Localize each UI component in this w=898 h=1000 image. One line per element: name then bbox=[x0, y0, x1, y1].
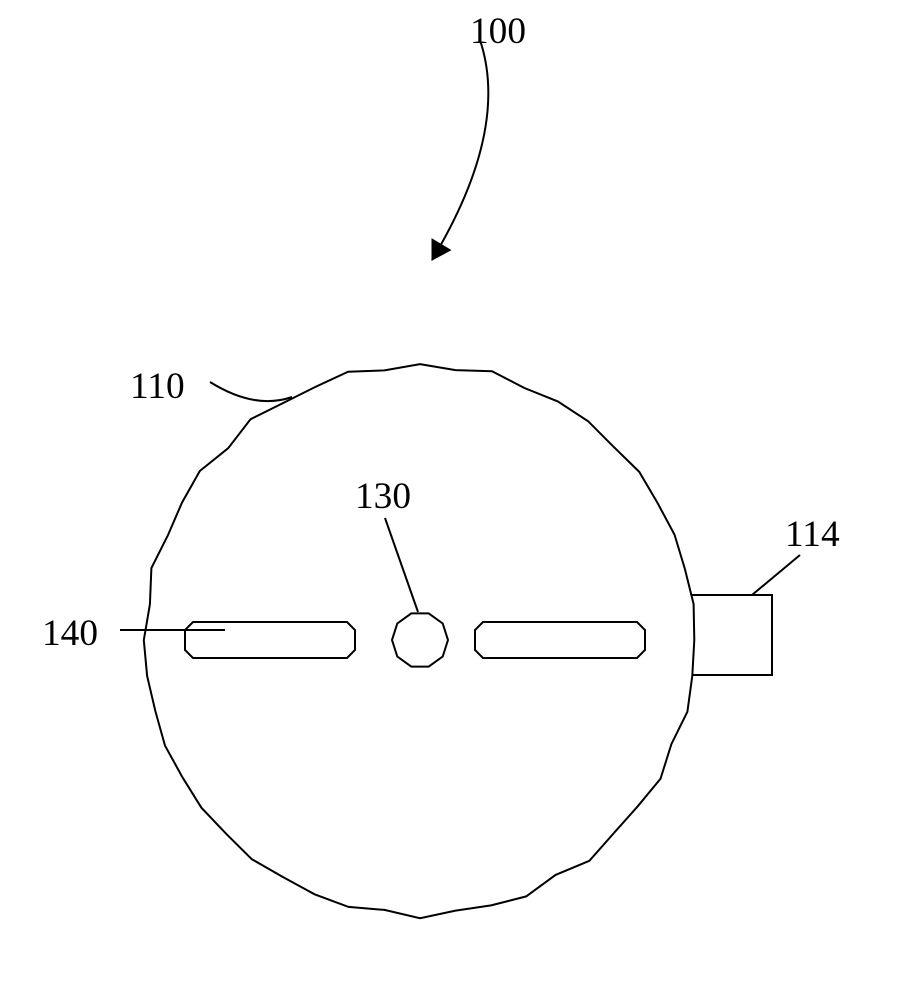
side-tab bbox=[692, 595, 772, 675]
pointer-arrow-shaft bbox=[432, 40, 488, 260]
label-130: 130 bbox=[355, 475, 411, 518]
slot-left bbox=[185, 622, 355, 658]
leader-110 bbox=[210, 382, 292, 401]
label-140: 140 bbox=[42, 612, 98, 655]
label-100: 100 bbox=[470, 10, 526, 53]
leader-130 bbox=[385, 518, 418, 612]
label-110: 110 bbox=[130, 365, 185, 408]
label-114: 114 bbox=[785, 513, 840, 556]
leader-114 bbox=[752, 555, 800, 595]
diagram-svg bbox=[0, 0, 898, 1000]
slot-right bbox=[475, 622, 645, 658]
body-circle bbox=[144, 364, 695, 918]
center-hole bbox=[392, 613, 448, 666]
